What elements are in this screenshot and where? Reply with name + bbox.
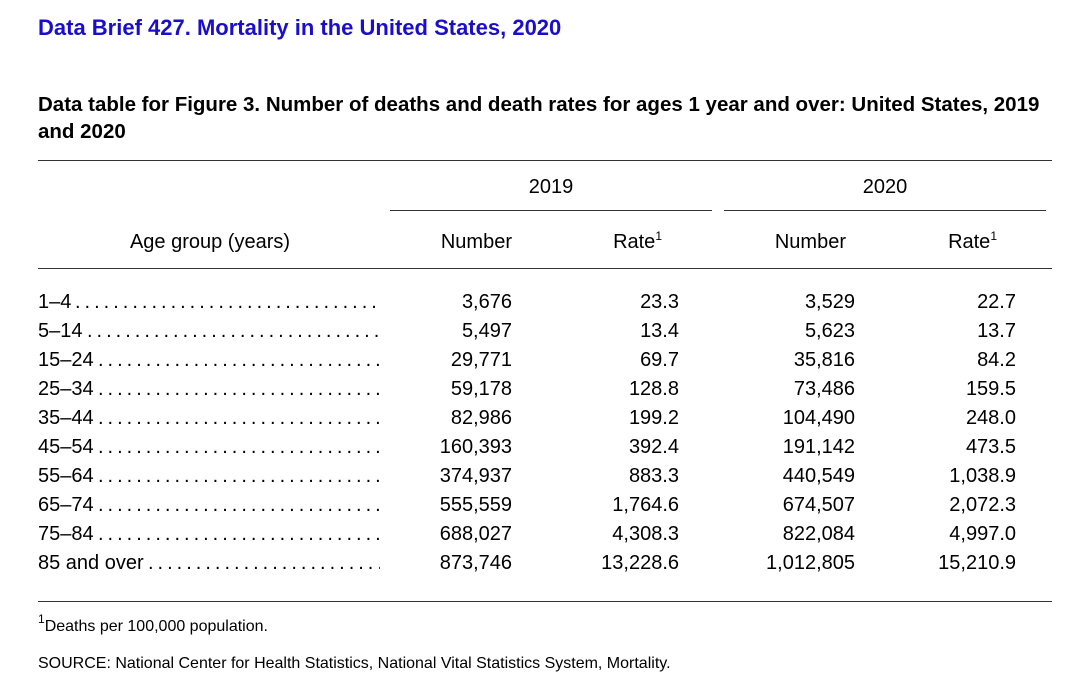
age-group-cell: ....................................85 a…: [38, 549, 380, 578]
footnote: 1Deaths per 100,000 population.: [38, 613, 268, 636]
number-2020-cell: 440,549: [782, 465, 855, 487]
rate-2020-cell: 473.5: [965, 436, 1016, 458]
rate-2019-header-label: Rate: [613, 231, 656, 253]
rate-2019-cell: 4,308.3: [612, 523, 679, 545]
age-group-label: 55–64: [38, 465, 98, 487]
leader-dots: ....................................: [75, 291, 380, 313]
age-group-cell: ....................................1–4: [38, 288, 380, 317]
leader-dots: ....................................: [98, 523, 380, 545]
age-group-cell: ....................................65–7…: [38, 491, 380, 520]
rate-2019-cell: 128.8: [628, 378, 679, 400]
leader-dots: ....................................: [98, 349, 380, 371]
leader-dots: ....................................: [148, 552, 380, 574]
age-group-cell: ....................................15–2…: [38, 346, 380, 375]
rate-2020-cell: 1,038.9: [949, 465, 1016, 487]
leader-dots: ....................................: [98, 407, 380, 429]
rate-2019-cell: 199.2: [628, 407, 679, 429]
rate-2019-header: Rate1: [540, 229, 662, 254]
footnote-text: Deaths per 100,000 population.: [44, 618, 268, 635]
number-2020-cell: 191,142: [782, 436, 855, 458]
age-group-label: 75–84: [38, 523, 98, 545]
number-2019-cell: 59,178: [450, 378, 512, 400]
number-2019-cell: 5,497: [461, 320, 512, 342]
rate-2020-header-label: Rate: [948, 231, 991, 253]
leader-dots: ....................................: [98, 465, 380, 487]
year-2019-underline: [390, 210, 712, 211]
leader-dots: ....................................: [98, 436, 380, 458]
rate-2020-cell: 248.0: [965, 407, 1016, 429]
number-2020-cell: 104,490: [782, 407, 855, 429]
footnote-mark: 1: [38, 612, 45, 626]
number-2020-cell: 674,507: [782, 494, 855, 516]
year-2020-underline: [724, 210, 1046, 211]
age-group-cell: ....................................25–3…: [38, 375, 380, 404]
number-2020-cell: 1,012,805: [766, 552, 855, 574]
rate-2019-cell: 23.3: [640, 291, 679, 313]
age-group-label: 35–44: [38, 407, 98, 429]
rate-2020-cell: 15,210.9: [938, 552, 1016, 574]
data-brief-title-link[interactable]: Data Brief 427. Mortality in the United …: [38, 15, 562, 40]
age-group-label: 45–54: [38, 436, 98, 458]
rate-2019-cell: 13.4: [640, 320, 679, 342]
age-group-header: Age group (years): [129, 231, 291, 253]
top-rule: [38, 160, 1052, 161]
number-2019-cell: 555,559: [439, 494, 512, 516]
rate-2020-cell: 159.5: [965, 378, 1016, 400]
age-group-cell: ....................................55–6…: [38, 462, 380, 491]
number-2020-cell: 35,816: [793, 349, 855, 371]
age-group-cell: ....................................45–5…: [38, 433, 380, 462]
number-2019-cell: 29,771: [450, 349, 512, 371]
leader-dots: ....................................: [98, 494, 380, 516]
number-2020-cell: 73,486: [793, 378, 855, 400]
number-2019-cell: 374,937: [439, 465, 512, 487]
rate-2020-footnote-mark: 1: [990, 229, 997, 243]
number-2020-header: Number: [774, 231, 846, 253]
rate-2020-cell: 4,997.0: [949, 523, 1016, 545]
number-2019-cell: 82,986: [450, 407, 512, 429]
rate-2020-cell: 84.2: [977, 349, 1016, 371]
age-group-label: 65–74: [38, 494, 98, 516]
rate-2019-cell: 69.7: [640, 349, 679, 371]
age-group-cell: ....................................5–14: [38, 317, 380, 346]
leader-dots: ....................................: [98, 378, 380, 400]
year-2020-header: 2020: [862, 176, 908, 198]
rate-2019-cell: 1,764.6: [612, 494, 679, 516]
number-2020-cell: 3,529: [804, 291, 855, 313]
rate-2019-footnote-mark: 1: [655, 229, 662, 243]
rate-2019-cell: 883.3: [628, 465, 679, 487]
number-2019-cell: 873,746: [439, 552, 512, 574]
age-group-cell: ....................................35–4…: [38, 404, 380, 433]
rate-2020-header: Rate1: [875, 229, 997, 254]
rate-2020-cell: 2,072.3: [949, 494, 1016, 516]
age-group-label: 15–24: [38, 349, 98, 371]
number-2019-cell: 3,676: [461, 291, 512, 313]
age-group-label: 1–4: [38, 291, 76, 313]
year-2019-header: 2019: [528, 176, 574, 198]
bottom-rule: [38, 601, 1052, 602]
age-group-label: 5–14: [38, 320, 87, 342]
source-note: SOURCE: National Center for Health Stati…: [38, 655, 671, 672]
number-2019-header: Number: [440, 231, 512, 253]
number-2019-cell: 160,393: [439, 436, 512, 458]
rate-2019-cell: 392.4: [628, 436, 679, 458]
number-2020-cell: 5,623: [804, 320, 855, 342]
header-rule: [38, 268, 1052, 269]
age-group-label: 85 and over: [38, 552, 148, 574]
rate-2019-cell: 13,228.6: [601, 552, 679, 574]
rate-2020-cell: 22.7: [977, 291, 1016, 313]
table-title: Data table for Figure 3. Number of death…: [38, 93, 1040, 143]
leader-dots: ....................................: [87, 320, 380, 342]
number-2019-cell: 688,027: [439, 523, 512, 545]
number-2020-cell: 822,084: [782, 523, 855, 545]
age-group-label: 25–34: [38, 378, 98, 400]
rate-2020-cell: 13.7: [977, 320, 1016, 342]
age-group-cell: ....................................75–8…: [38, 520, 380, 549]
